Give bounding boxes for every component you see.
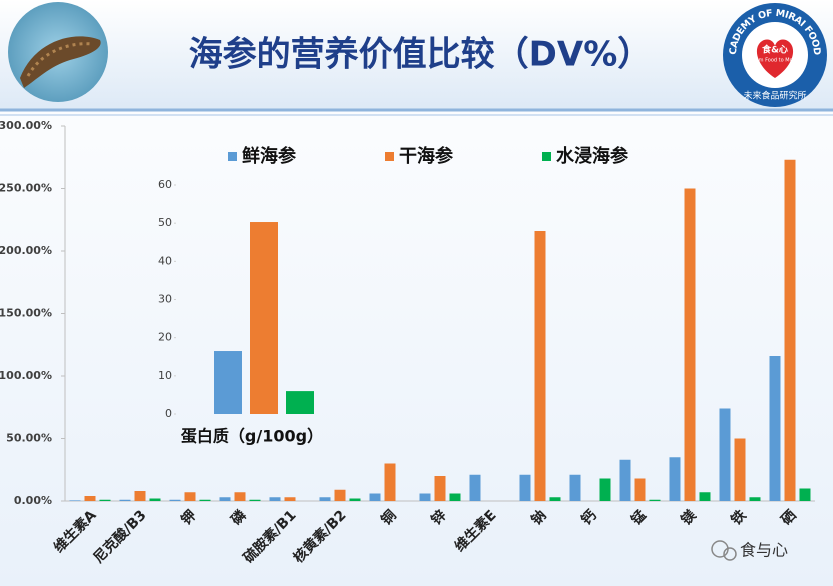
bar — [384, 463, 396, 501]
bar — [519, 474, 531, 501]
y-tick-label: 150.00% — [0, 307, 52, 320]
inset-y-tick-label: 50 — [158, 216, 172, 229]
bar — [734, 438, 746, 501]
chart-title: 海参的营养价值比较（DV%） — [189, 35, 652, 75]
bar — [134, 491, 146, 501]
bar — [169, 499, 181, 501]
bar — [69, 500, 81, 501]
y-tick-label: 200.00% — [0, 244, 52, 257]
watermark: 食与心 — [711, 540, 788, 561]
bar — [184, 492, 196, 501]
inset-x-label: 蛋白质（g/100g） — [181, 427, 323, 446]
y-tick-label: 250.00% — [0, 182, 52, 195]
bar — [784, 159, 796, 501]
y-tick-label: 100.00% — [0, 369, 52, 382]
bar — [599, 478, 611, 501]
inset-bar — [286, 391, 314, 414]
bar — [769, 356, 781, 501]
logo-name: 食&心 — [761, 44, 788, 56]
legend-swatch — [542, 152, 551, 161]
bar — [534, 231, 546, 501]
y-tick-label: 300.00% — [0, 119, 52, 132]
bar — [319, 497, 331, 501]
bar — [199, 499, 211, 501]
bar — [84, 496, 96, 501]
bar — [569, 474, 581, 501]
bar — [799, 488, 811, 501]
y-tick-label: 0.00% — [14, 494, 52, 507]
legend-label: 干海参 — [399, 145, 454, 167]
bar — [369, 493, 381, 501]
logo-slogan: From Food to Mood — [751, 58, 799, 64]
inset-y-tick-label: 30 — [158, 293, 172, 306]
bar — [99, 499, 111, 501]
bar — [234, 492, 246, 501]
bar — [649, 499, 661, 501]
inset-y-tick-label: 0 — [165, 407, 172, 420]
header — [0, 0, 833, 110]
bar — [249, 499, 261, 501]
logo-institute: 未来食品研究所 — [743, 90, 806, 102]
legend-label: 鲜海参 — [242, 145, 297, 167]
bar — [469, 474, 481, 501]
inset-y-tick-label: 20 — [158, 331, 172, 344]
watermark-text: 食与心 — [740, 541, 788, 560]
legend-label: 水浸海参 — [556, 145, 629, 167]
bar — [669, 457, 681, 501]
legend-swatch — [228, 152, 237, 161]
inset-y-tick-label: 10 — [158, 369, 172, 382]
legend-swatch — [385, 152, 394, 161]
bar — [284, 497, 296, 501]
bar — [699, 492, 711, 501]
bar — [419, 493, 431, 501]
bar — [349, 498, 361, 501]
bar — [434, 476, 446, 501]
bar — [719, 408, 731, 501]
photo — [8, 2, 108, 102]
y-tick-label: 50.00% — [6, 432, 52, 445]
bar — [619, 459, 631, 501]
bar — [749, 497, 761, 501]
bar — [149, 498, 161, 501]
bar — [119, 499, 131, 501]
bar — [334, 489, 346, 501]
bar — [549, 497, 561, 501]
bar — [269, 497, 281, 501]
bar — [634, 478, 646, 501]
bar — [449, 493, 461, 501]
inset-y-tick-label: 40 — [158, 254, 172, 267]
inset-y-tick-label: 60 — [158, 178, 172, 191]
bar — [684, 188, 696, 501]
bar — [219, 497, 231, 501]
inset-bar — [250, 222, 278, 414]
inset-bar — [214, 351, 242, 414]
